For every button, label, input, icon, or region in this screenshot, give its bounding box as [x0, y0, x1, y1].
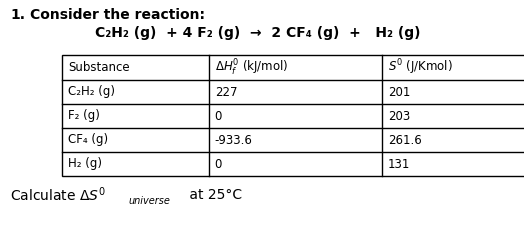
- Text: Consider the reaction:: Consider the reaction:: [30, 8, 205, 22]
- Text: universe: universe: [128, 196, 170, 206]
- Text: C₂H₂ (g): C₂H₂ (g): [68, 86, 115, 99]
- Text: 227: 227: [215, 86, 237, 99]
- Text: at 25°C: at 25°C: [185, 188, 242, 202]
- Text: $\Delta H_f^0$ (kJ/mol): $\Delta H_f^0$ (kJ/mol): [215, 57, 288, 78]
- Text: $S^0$ (J/Kmol): $S^0$ (J/Kmol): [388, 58, 453, 77]
- Text: 261.6: 261.6: [388, 133, 421, 146]
- Text: C₂H₂ (g)  + 4 F₂ (g)  →  2 CF₄ (g)  +   H₂ (g): C₂H₂ (g) + 4 F₂ (g) → 2 CF₄ (g) + H₂ (g): [95, 26, 420, 40]
- Text: 131: 131: [388, 158, 410, 171]
- Text: CF₄ (g): CF₄ (g): [68, 133, 108, 146]
- Text: 1.: 1.: [10, 8, 25, 22]
- Text: 201: 201: [388, 86, 410, 99]
- Text: 0: 0: [215, 110, 222, 122]
- Text: F₂ (g): F₂ (g): [68, 110, 100, 122]
- Text: -933.6: -933.6: [215, 133, 253, 146]
- Text: 0: 0: [215, 158, 222, 171]
- Text: H₂ (g): H₂ (g): [68, 158, 102, 171]
- Text: Substance: Substance: [68, 61, 129, 74]
- Text: Calculate $\Delta S^0$: Calculate $\Delta S^0$: [10, 186, 106, 204]
- Text: 203: 203: [388, 110, 410, 122]
